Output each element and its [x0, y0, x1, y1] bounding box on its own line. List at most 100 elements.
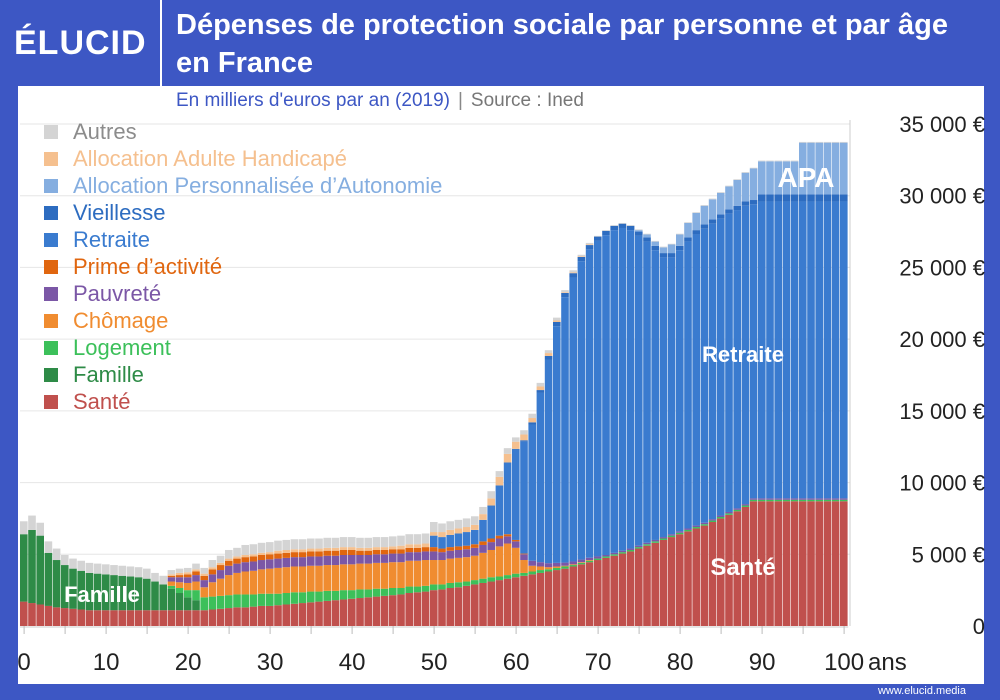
- footer-url[interactable]: www.elucid.media: [877, 685, 966, 697]
- bar-10-age-60: [512, 437, 520, 442]
- bar-10-age-8: [85, 562, 94, 573]
- bar-9-age-49: [421, 543, 430, 548]
- annotation-apa: APA: [777, 162, 834, 193]
- bar-3-age-59: [503, 543, 512, 576]
- bar-5-age-57: [487, 538, 495, 543]
- bar-10-age-69: [585, 242, 594, 245]
- bar-3-age-19: [175, 582, 184, 588]
- bar-0-age-24: [216, 608, 225, 626]
- bar-4-age-64: [544, 563, 553, 568]
- bar-10-age-49: [421, 533, 430, 544]
- bar-0-age-32: [282, 604, 290, 626]
- bar-2-age-34: [298, 592, 307, 604]
- bar-6-age-82: [692, 234, 700, 526]
- bar-10-age-55: [471, 516, 479, 525]
- bar-1-age-19: [175, 593, 184, 611]
- bar-0-age-8: [85, 610, 94, 626]
- bar-8-age-75: [635, 230, 643, 232]
- annotation-retraite: Retraite: [702, 342, 784, 367]
- bar-8-age-99: [831, 142, 840, 195]
- bar-2-age-46: [397, 587, 405, 595]
- bar-2-age-91: [766, 499, 774, 502]
- bar-5-age-50: [430, 547, 438, 552]
- legend-swatch: [44, 259, 58, 274]
- bar-0-age-3: [44, 605, 53, 626]
- bar-0-age-83: [700, 525, 709, 626]
- bar-0-age-42: [364, 597, 372, 626]
- bar-4-age-26: [233, 563, 241, 573]
- bar-4-age-46: [397, 553, 405, 563]
- bar-10-age-78: [659, 246, 668, 248]
- bar-2-age-52: [446, 582, 454, 588]
- bar-4-age-92: [774, 498, 782, 500]
- bar-2-age-19: [175, 587, 184, 594]
- bar-0-age-86: [725, 514, 733, 626]
- y-tick-label: 10 000 €: [899, 471, 985, 496]
- x-tick-label: 30: [257, 649, 284, 676]
- bar-4-age-42: [364, 555, 372, 564]
- bar-1-age-3: [44, 552, 53, 606]
- bar-9-age-68: [577, 256, 586, 257]
- bar-0-age-45: [389, 595, 397, 626]
- bar-10-age-81: [684, 222, 692, 223]
- bar-2-age-73: [618, 552, 627, 554]
- legend-label: Allocation Personnalisée d’Autonomie: [73, 172, 443, 198]
- bar-9-age-67: [569, 272, 577, 274]
- bar-9-age-25: [225, 558, 233, 561]
- bar-2-age-90: [758, 499, 766, 502]
- x-tick-label: 80: [667, 649, 694, 676]
- bar-10-age-0: [20, 521, 28, 535]
- bar-2-age-49: [421, 585, 430, 592]
- bar-0-age-66: [561, 568, 569, 626]
- bar-2-age-28: [249, 594, 258, 607]
- bar-2-age-93: [782, 499, 791, 502]
- bar-10-age-71: [602, 230, 610, 231]
- bar-7-age-69: [585, 245, 594, 250]
- bar-0-age-47: [405, 593, 413, 626]
- legend-swatch: [44, 313, 58, 328]
- bar-3-age-33: [290, 566, 299, 593]
- bar-2-age-78: [659, 538, 668, 540]
- bar-10-age-57: [487, 491, 495, 499]
- bar-6-age-95: [799, 201, 807, 499]
- bar-7-age-60: [512, 448, 520, 450]
- bar-4-age-65: [553, 562, 561, 567]
- bar-7-age-85: [717, 214, 725, 219]
- bar-0-age-5: [61, 608, 69, 626]
- bar-0-age-29: [257, 605, 266, 626]
- bar-0-age-22: [200, 610, 208, 626]
- bar-5-age-56: [479, 541, 487, 545]
- bar-7-age-77: [651, 245, 659, 251]
- bar-0-age-50: [430, 590, 438, 626]
- bar-6-age-62: [528, 424, 536, 561]
- x-tick-label: 0: [17, 649, 30, 676]
- bar-9-age-63: [536, 386, 545, 391]
- bar-0-age-2: [36, 604, 44, 626]
- bar-0-age-30: [266, 605, 274, 626]
- bar-3-age-25: [225, 575, 233, 596]
- bar-10-age-30: [266, 542, 274, 553]
- bar-4-age-25: [225, 565, 233, 576]
- bar-6-age-55: [471, 529, 479, 545]
- bar-10-age-44: [380, 537, 389, 548]
- bar-5-age-41: [356, 550, 364, 556]
- bar-4-age-56: [479, 544, 487, 553]
- bar-3-age-68: [577, 562, 586, 563]
- bar-5-age-44: [380, 549, 389, 555]
- x-axis-label: ans: [868, 649, 907, 676]
- bar-9-age-64: [544, 353, 553, 356]
- legend-swatch: [44, 178, 58, 193]
- bar-0-age-52: [446, 587, 454, 626]
- bar-9-age-39: [339, 547, 348, 550]
- bar-3-age-50: [430, 560, 438, 585]
- bar-1-age-5: [61, 565, 69, 609]
- bar-7-age-68: [577, 256, 586, 262]
- bar-0-age-95: [799, 501, 807, 626]
- bar-0-age-35: [307, 602, 315, 626]
- bar-2-age-98: [823, 499, 832, 502]
- bar-2-age-37: [323, 590, 331, 601]
- bar-2-age-54: [462, 581, 471, 586]
- bar-9-age-54: [462, 527, 471, 533]
- bar-2-age-32: [282, 593, 290, 605]
